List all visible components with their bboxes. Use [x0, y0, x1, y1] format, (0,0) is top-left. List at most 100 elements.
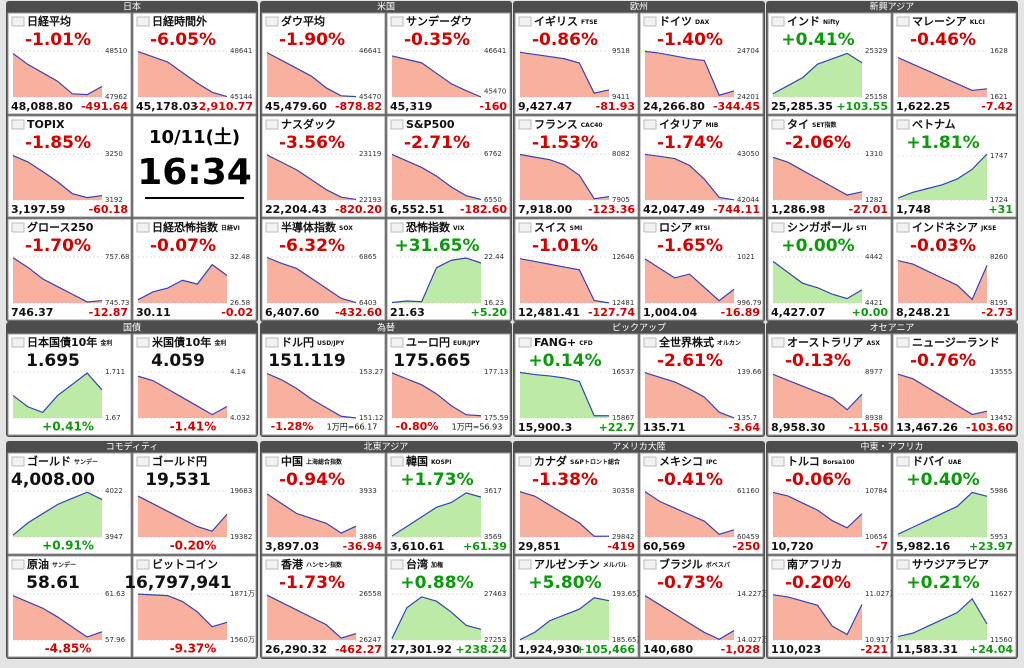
- diff: +31: [988, 203, 1013, 216]
- diff: -221: [860, 643, 888, 656]
- y-tick-label: 26247: [359, 636, 381, 644]
- flag: [771, 559, 785, 570]
- flag: [518, 16, 532, 27]
- tile-name: 日本国債10年 金利: [27, 335, 112, 349]
- tile: サンデーダウ -0.35% 45,319 -160 45470 46641: [386, 12, 511, 115]
- flag: [518, 337, 532, 348]
- price: 11,583.31: [896, 643, 958, 656]
- price-line: [519, 491, 610, 537]
- price: 110,023: [771, 643, 821, 656]
- tile-bg: [7, 333, 132, 436]
- change: -0.86%: [532, 30, 598, 50]
- tile-sub: FTSE: [581, 19, 598, 26]
- change: -0.76%: [910, 351, 976, 371]
- price-line: [266, 372, 357, 419]
- tile-name: 半導体指数 SOX: [281, 220, 353, 234]
- y-tick-label: 1560万: [230, 636, 255, 644]
- price: 1.695: [26, 351, 80, 371]
- price-line: [644, 595, 735, 640]
- price: 26,290.32: [265, 643, 327, 656]
- group-title: 北東アジア: [364, 441, 409, 453]
- y-tick-label: 177.13: [484, 368, 509, 376]
- y-tick-label: 3192: [105, 196, 123, 204]
- price-line: [12, 372, 103, 414]
- group-title: 欧州: [630, 1, 648, 13]
- price-line: [772, 594, 863, 636]
- price-line: [644, 372, 735, 419]
- area: [392, 55, 481, 97]
- y-tick-label: 4421: [865, 299, 883, 307]
- y-tick-label: 4022: [105, 487, 123, 495]
- tile-name: シンガポール STI: [787, 220, 867, 234]
- diff: -12.87: [89, 306, 128, 319]
- tile: アルゼンチン メルバル +5.80% 1,924,930+105,466185.65万…: [514, 555, 644, 658]
- tile-name: ナスダック: [281, 117, 336, 131]
- tile-name: ゴールド サンデー: [27, 454, 98, 468]
- diff: -103.60: [966, 421, 1013, 434]
- y-tick-label: 45144: [230, 93, 253, 101]
- area: [898, 154, 987, 200]
- y-tick-label: 19382: [230, 533, 252, 541]
- area: [773, 53, 862, 97]
- tile: 米国債10年 金利 4.059 -1.41% 4.032 4.14: [132, 333, 257, 436]
- clock-date: 10/11(土): [149, 127, 240, 148]
- change: -1.53%: [532, 133, 598, 153]
- y-tick-label: 45470: [359, 93, 381, 101]
- price: 7,918.00: [518, 203, 573, 216]
- y-tick-label: 11.027万: [865, 590, 897, 598]
- tile-sub: 日経VI: [221, 224, 240, 232]
- price-line: [266, 52, 357, 98]
- tile-name: 原油 サンデー: [27, 557, 76, 571]
- change: -3.56%: [279, 133, 345, 153]
- tile-sub: サンデー: [74, 458, 98, 466]
- price: 42,047.49: [643, 203, 705, 216]
- area: [138, 51, 227, 97]
- y-tick-label: 13452: [990, 414, 1012, 422]
- area: [898, 598, 987, 640]
- diff: -0.02: [221, 306, 253, 319]
- diff: -182.60: [460, 203, 507, 216]
- price-line: [137, 50, 228, 98]
- price: 3,610.61: [390, 540, 444, 553]
- tile-name: イギリス FTSE: [534, 14, 598, 28]
- tile-sub: SMI: [570, 225, 583, 232]
- tile-sub: 金利: [99, 339, 112, 347]
- area: [773, 374, 862, 418]
- group-title: 新興アジア: [870, 1, 915, 13]
- tile: ゴールド サンデー 4,008.00 +0.91% 3947 4022: [7, 452, 132, 555]
- y-tick-label: 25158: [865, 93, 887, 101]
- tile-sub: VIX: [453, 225, 465, 232]
- tile-sub: JKSE: [980, 225, 996, 232]
- tile-name: カナダ S&Pトロント総合: [534, 454, 621, 468]
- tile-name: メキシコ IPC: [659, 455, 718, 468]
- flag: [643, 16, 657, 27]
- flag: [643, 559, 657, 570]
- flag: [518, 222, 532, 233]
- tile-name: 中国 上海総合指数: [281, 454, 343, 468]
- flag: [643, 456, 657, 467]
- change: -1.73%: [279, 573, 345, 593]
- price: 1,286.98: [771, 203, 825, 216]
- area: [138, 376, 227, 418]
- y-tick-label: 45470: [484, 88, 506, 96]
- price: 135.71: [643, 421, 685, 434]
- price-line: [137, 375, 228, 416]
- y-tick-label: 12646: [612, 253, 635, 261]
- area: [13, 53, 102, 97]
- tile-sub: 加権: [430, 561, 443, 569]
- change: -6.32%: [279, 236, 345, 256]
- flag: [390, 119, 404, 130]
- change: -0.80%: [396, 420, 439, 433]
- price: 140,680: [643, 643, 693, 656]
- price-line: [519, 597, 610, 641]
- price: 13,467.26: [896, 421, 958, 434]
